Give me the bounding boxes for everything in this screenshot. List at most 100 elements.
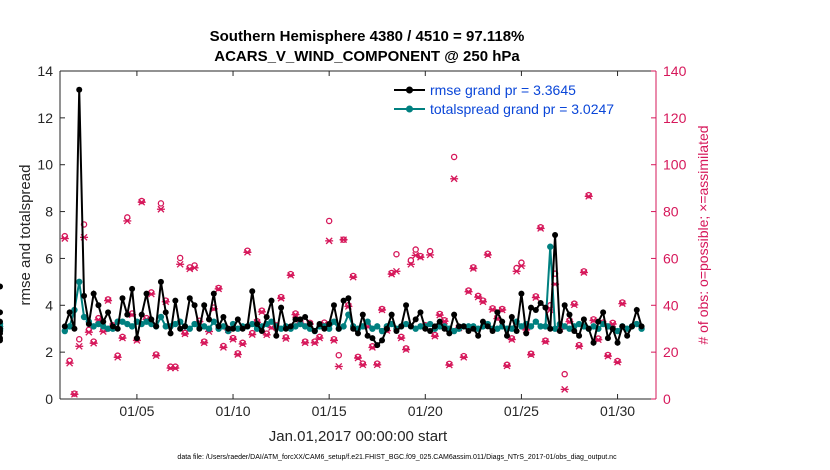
data-file-footer: data file: /Users/raeder/DAI/ATM_forcXX/… — [177, 454, 617, 461]
x-tick-label: 01/10 — [216, 403, 251, 419]
obs-possible-point — [503, 361, 511, 369]
obs-assimilated-point — [570, 301, 579, 309]
rmse-point — [427, 328, 434, 335]
y-tick-label: 4 — [45, 297, 53, 313]
obs-possible-point — [95, 314, 102, 322]
rmse-point — [335, 325, 342, 332]
y-tick-label: 10 — [37, 157, 53, 173]
rmse-point — [239, 325, 246, 332]
obs-assimilated-point — [339, 236, 348, 244]
rmse-point — [330, 302, 337, 309]
rmse-point — [561, 302, 568, 309]
obs-possible-point — [152, 351, 160, 358]
rmse-point — [249, 288, 256, 295]
y-tick-label: 8 — [45, 204, 53, 220]
obs-assimilated-point — [503, 362, 511, 370]
rmse-point — [364, 332, 371, 339]
obs-possible-point — [138, 197, 145, 205]
totalspread-point — [297, 320, 304, 328]
obs-possible-point — [311, 338, 318, 345]
rmse-point — [451, 311, 458, 318]
legend-spread-marker — [406, 105, 413, 113]
obs-assimilated-point — [536, 224, 545, 232]
obs-possible-point — [436, 310, 443, 318]
totalspread-point — [566, 325, 573, 332]
rmse-point — [441, 325, 448, 332]
obs-assimilated-point — [584, 192, 593, 200]
obs-assimilated-point — [416, 253, 425, 261]
obs-possible-point — [417, 252, 424, 260]
obs-possible-point — [508, 335, 516, 342]
obs-assimilated-point — [200, 339, 209, 347]
rmse-point — [494, 309, 501, 316]
totalspread-point — [66, 323, 73, 330]
rmse-point — [455, 323, 462, 330]
rmse-point — [215, 323, 222, 330]
obs-assimilated-point — [531, 294, 540, 302]
obs-possible-point — [220, 342, 227, 350]
obs-assimilated-point — [84, 328, 93, 336]
rmse-point — [129, 285, 136, 292]
rmse-point — [484, 323, 491, 330]
obs-possible-point — [354, 353, 362, 361]
rmse-point — [306, 321, 313, 328]
totalspread-point — [614, 327, 621, 335]
obs-assimilated-point — [483, 251, 492, 259]
obs-possible-point — [479, 297, 487, 304]
rmse-point — [109, 323, 116, 330]
rmse-point — [105, 309, 112, 316]
legend: rmse grand pr = 3.3645 totalspread grand… — [386, 80, 650, 118]
obs-possible-point — [215, 284, 222, 292]
obs-assimilated-point — [281, 335, 290, 343]
totalspread-point — [128, 323, 136, 330]
obs-assimilated-point — [603, 352, 612, 360]
totalspread-point — [162, 323, 169, 330]
rmse-point — [566, 311, 573, 318]
obs-possible-point — [378, 305, 386, 313]
totalspread-point — [402, 320, 410, 328]
totalspread-point — [532, 318, 540, 325]
rmse-point — [580, 316, 587, 323]
totalspread-point — [191, 320, 198, 328]
obs-assimilated-point — [219, 343, 228, 351]
obs-possible-point — [585, 191, 592, 199]
rmse-point — [542, 304, 549, 311]
rmse-point — [633, 306, 640, 313]
rmse-point — [446, 330, 453, 337]
rmse-point — [547, 325, 554, 332]
totalspread-point — [465, 323, 472, 330]
obs-possible-point — [114, 352, 121, 359]
rmse-point — [403, 302, 410, 309]
obs-assimilated-point — [238, 340, 247, 348]
obs-assimilated-point — [426, 251, 435, 259]
totalspread-point — [100, 323, 107, 330]
rmse-point — [76, 86, 83, 93]
rmse-point — [153, 323, 160, 330]
obs-assimilated-point — [137, 198, 146, 206]
totalspread-point — [417, 323, 424, 330]
obs-assimilated-point — [358, 361, 367, 369]
totalspread-point — [205, 325, 213, 332]
y-right-tick-label: 140 — [663, 63, 687, 79]
rmse-point — [345, 295, 352, 302]
rmse-point — [254, 321, 261, 328]
obs-possible-point — [119, 333, 126, 341]
rmse-point — [383, 325, 390, 332]
rmse-point — [81, 292, 88, 299]
obs-possible-point — [402, 345, 410, 352]
rmse-point — [234, 316, 241, 323]
rmse-point — [133, 335, 140, 342]
totalspread-point — [590, 323, 597, 330]
rmse-point — [398, 323, 405, 330]
rmse-point — [66, 309, 73, 316]
rmse-point — [475, 332, 482, 339]
obs-possible-point — [412, 246, 419, 253]
rmse-point — [143, 290, 150, 297]
y-tick-label: 14 — [37, 63, 53, 79]
rmse-point — [0, 283, 3, 290]
obs-possible-point — [349, 272, 357, 280]
rmse-point — [244, 323, 251, 330]
obs-possible-point — [316, 333, 323, 341]
rmse-point — [172, 297, 179, 304]
